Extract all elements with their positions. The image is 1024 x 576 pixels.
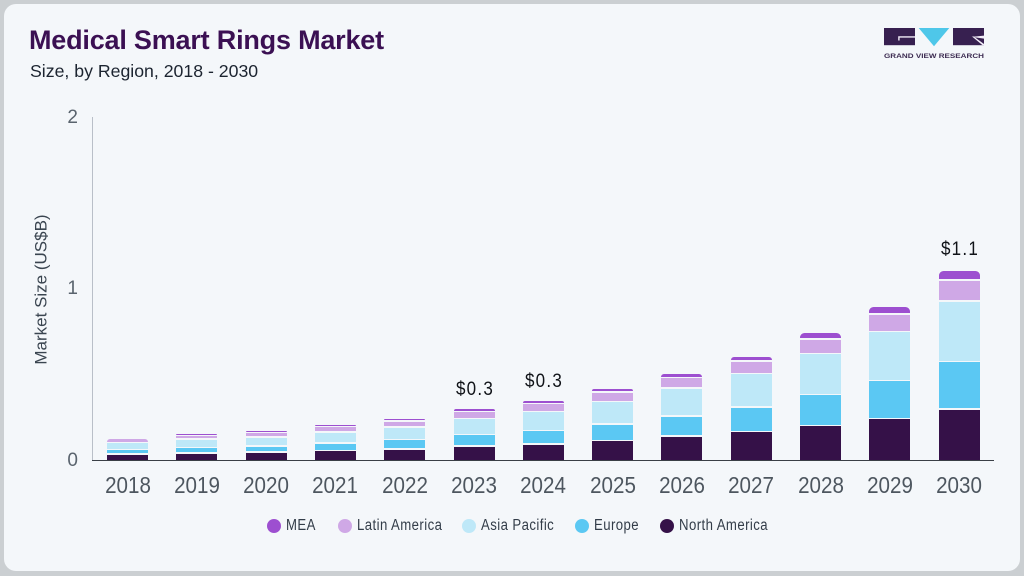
svg-text:GRAND VIEW RESEARCH: GRAND VIEW RESEARCH: [884, 53, 984, 59]
